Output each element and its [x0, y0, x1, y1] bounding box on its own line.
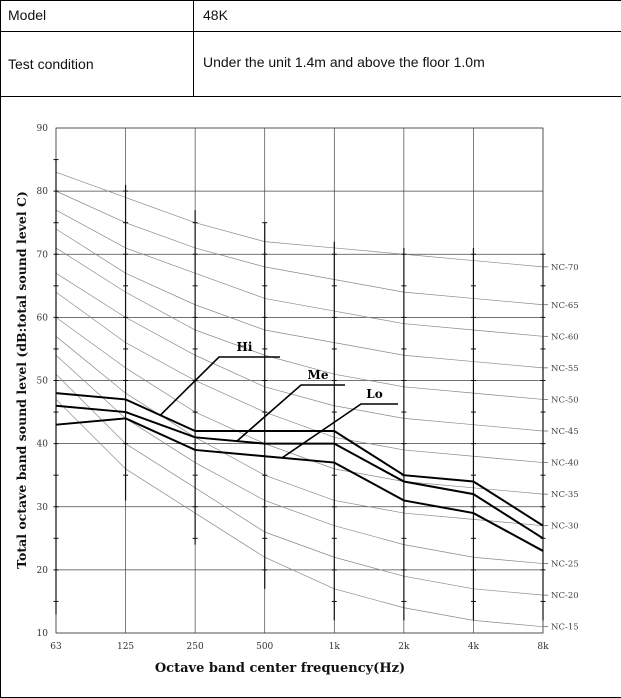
series-line [55, 404, 544, 540]
nc-curve [55, 247, 544, 400]
model-label: Model [8, 7, 47, 23]
nc-curve [55, 291, 544, 463]
x-tick-label: 63 [50, 642, 62, 652]
x-tick-label: 1k [329, 642, 341, 652]
nc-curve-label: NC-40 [551, 459, 579, 469]
y-tick-label: 10 [37, 629, 49, 639]
nc-curve [55, 190, 544, 306]
nc-curve-label: NC-30 [551, 522, 579, 532]
table-row-divider [0, 96, 621, 97]
x-tick-label: 125 [117, 642, 134, 652]
nc-curve-label: NC-45 [551, 427, 579, 437]
y-tick-label: 40 [37, 440, 49, 450]
nc-curve-label: NC-25 [551, 560, 579, 570]
x-tick-label: 2k [398, 642, 410, 652]
nc-curve-label: NC-65 [551, 301, 579, 311]
y-tick-label: 20 [37, 566, 49, 576]
nc-curve-label: NC-15 [551, 623, 579, 633]
table-border-top [0, 0, 621, 1]
series-callout-leader [236, 384, 345, 442]
nc-curve-label: NC-20 [551, 591, 579, 601]
test-condition-value: Under the unit 1.4m and above the floor … [203, 54, 485, 70]
y-tick-label: 50 [37, 377, 49, 387]
nc-curve [55, 399, 544, 628]
y-tick-label: 70 [37, 250, 49, 260]
y-tick-label: 30 [37, 503, 49, 513]
x-tick-label: 250 [187, 642, 204, 652]
x-tick-label: 4k [468, 642, 480, 652]
nc-curve-label: NC-60 [551, 332, 579, 342]
x-tick-label: 500 [256, 642, 273, 652]
nc-curve [55, 373, 544, 596]
nc-curve [55, 209, 544, 337]
model-value: 48K [203, 7, 228, 23]
series-label: Me [308, 368, 329, 382]
nc-curve-label: NC-55 [551, 364, 579, 374]
nc-curve [55, 354, 544, 564]
series-label: Hi [237, 340, 253, 354]
series-callout-leader [159, 356, 280, 416]
series-callout-leader [281, 403, 398, 459]
y-tick-label: 80 [37, 187, 49, 197]
y-axis-title: Total octave band sound level (dB:total … [14, 191, 29, 569]
y-tick-label: 90 [37, 124, 49, 134]
series-line [55, 392, 544, 527]
series-line [55, 417, 544, 552]
nc-curve [55, 317, 544, 495]
nc-curve-label: NC-70 [551, 263, 579, 273]
y-tick-label: 60 [37, 313, 49, 323]
table-row-divider [0, 31, 621, 32]
x-axis-title: Octave band center frequency(Hz) [155, 661, 405, 676]
test-condition-label: Test condition [8, 56, 94, 72]
nc-curve-label: NC-35 [551, 490, 579, 500]
table-column-divider [193, 0, 194, 96]
nc-curve-label: NC-50 [551, 395, 579, 405]
nc-curve [55, 171, 544, 268]
nc-curve [55, 272, 544, 432]
table-border-left [0, 0, 1, 698]
series-label: Lo [366, 387, 382, 401]
x-tick-label: 8k [537, 642, 549, 652]
nc-curve [55, 228, 544, 369]
nc-curve [55, 336, 544, 527]
